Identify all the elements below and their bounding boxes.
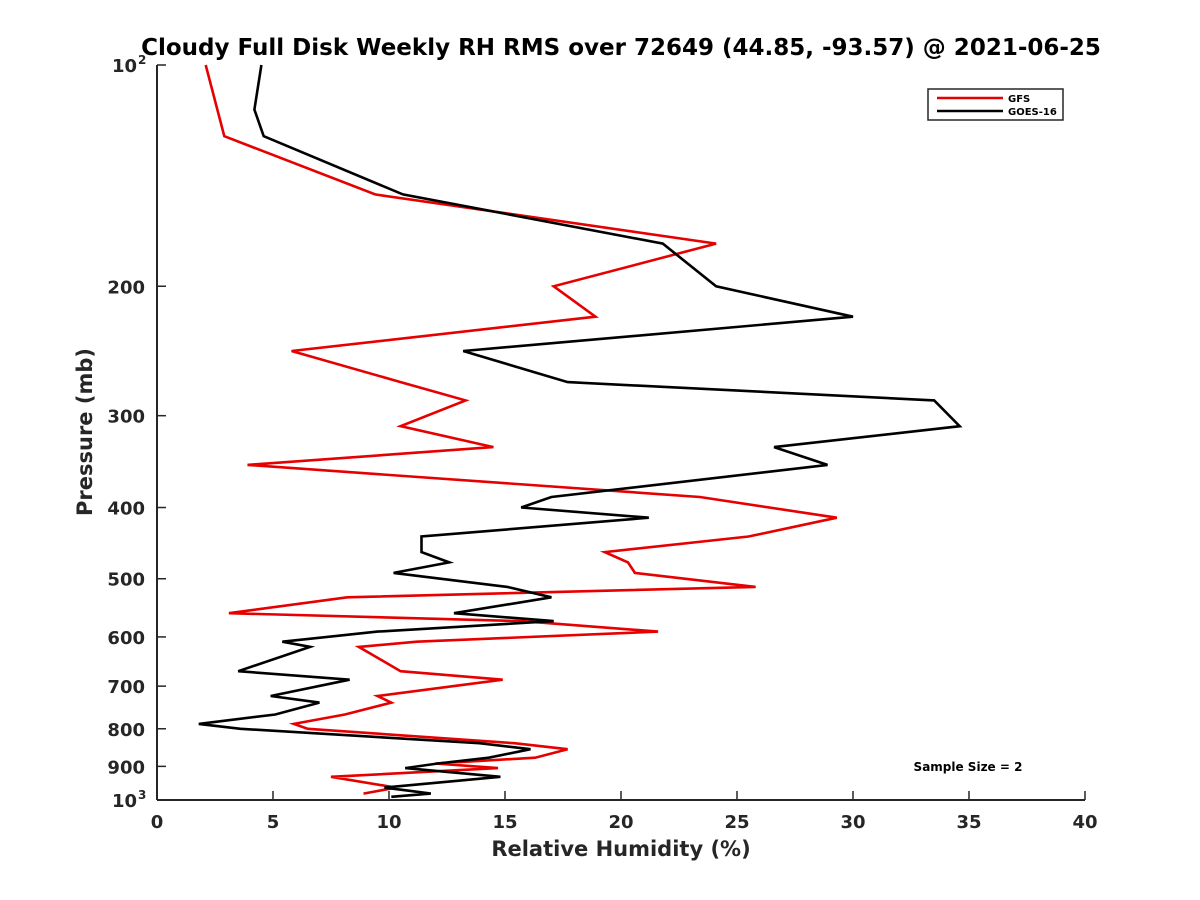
sample-size-annotation: Sample Size = 2 <box>914 760 1023 774</box>
series-lines <box>198 64 963 799</box>
legend: GFS GOES-16 <box>927 88 1064 121</box>
y-axis-label: Pressure (mb) <box>73 348 97 516</box>
y-tick-label-exponent: 2 <box>138 53 146 67</box>
legend-label-goes-16: GOES-16 <box>1008 107 1057 118</box>
y-tick-label: 200 <box>107 277 145 298</box>
chart-title: Cloudy Full Disk Weekly RH RMS over 7264… <box>141 35 1101 61</box>
x-tick-label: 35 <box>956 812 981 833</box>
y-tick-label: 700 <box>107 677 145 698</box>
x-tick-label: 10 <box>376 812 401 833</box>
x-tick-label: 5 <box>267 812 280 833</box>
x-axis-label: Relative Humidity (%) <box>491 837 750 861</box>
x-tick-label: 30 <box>840 812 865 833</box>
y-tick-label: 10 <box>112 56 137 77</box>
y-tick-label: 600 <box>107 628 145 649</box>
y-tick-label: 10 <box>112 791 137 812</box>
legend-label-gfs: GFS <box>1008 94 1030 105</box>
x-tick-label: 40 <box>1072 812 1097 833</box>
y-tick-label: 500 <box>107 570 145 591</box>
x-tick-label: 15 <box>492 812 517 833</box>
series-line-gfs <box>204 64 838 795</box>
series-line-goes-16 <box>198 64 963 799</box>
y-tick-label-exponent: 3 <box>138 788 146 802</box>
y-tick-label: 300 <box>107 407 145 428</box>
legend-box <box>927 88 1064 121</box>
x-tick-label: 25 <box>724 812 749 833</box>
y-tick-label: 900 <box>107 757 145 778</box>
y-tick-label: 800 <box>107 720 145 741</box>
x-ticks: 0 5 10 15 20 25 30 35 40 <box>151 791 1098 833</box>
x-tick-label: 20 <box>608 812 633 833</box>
x-tick-label: 0 <box>151 812 164 833</box>
y-tick-label: 400 <box>107 499 145 520</box>
